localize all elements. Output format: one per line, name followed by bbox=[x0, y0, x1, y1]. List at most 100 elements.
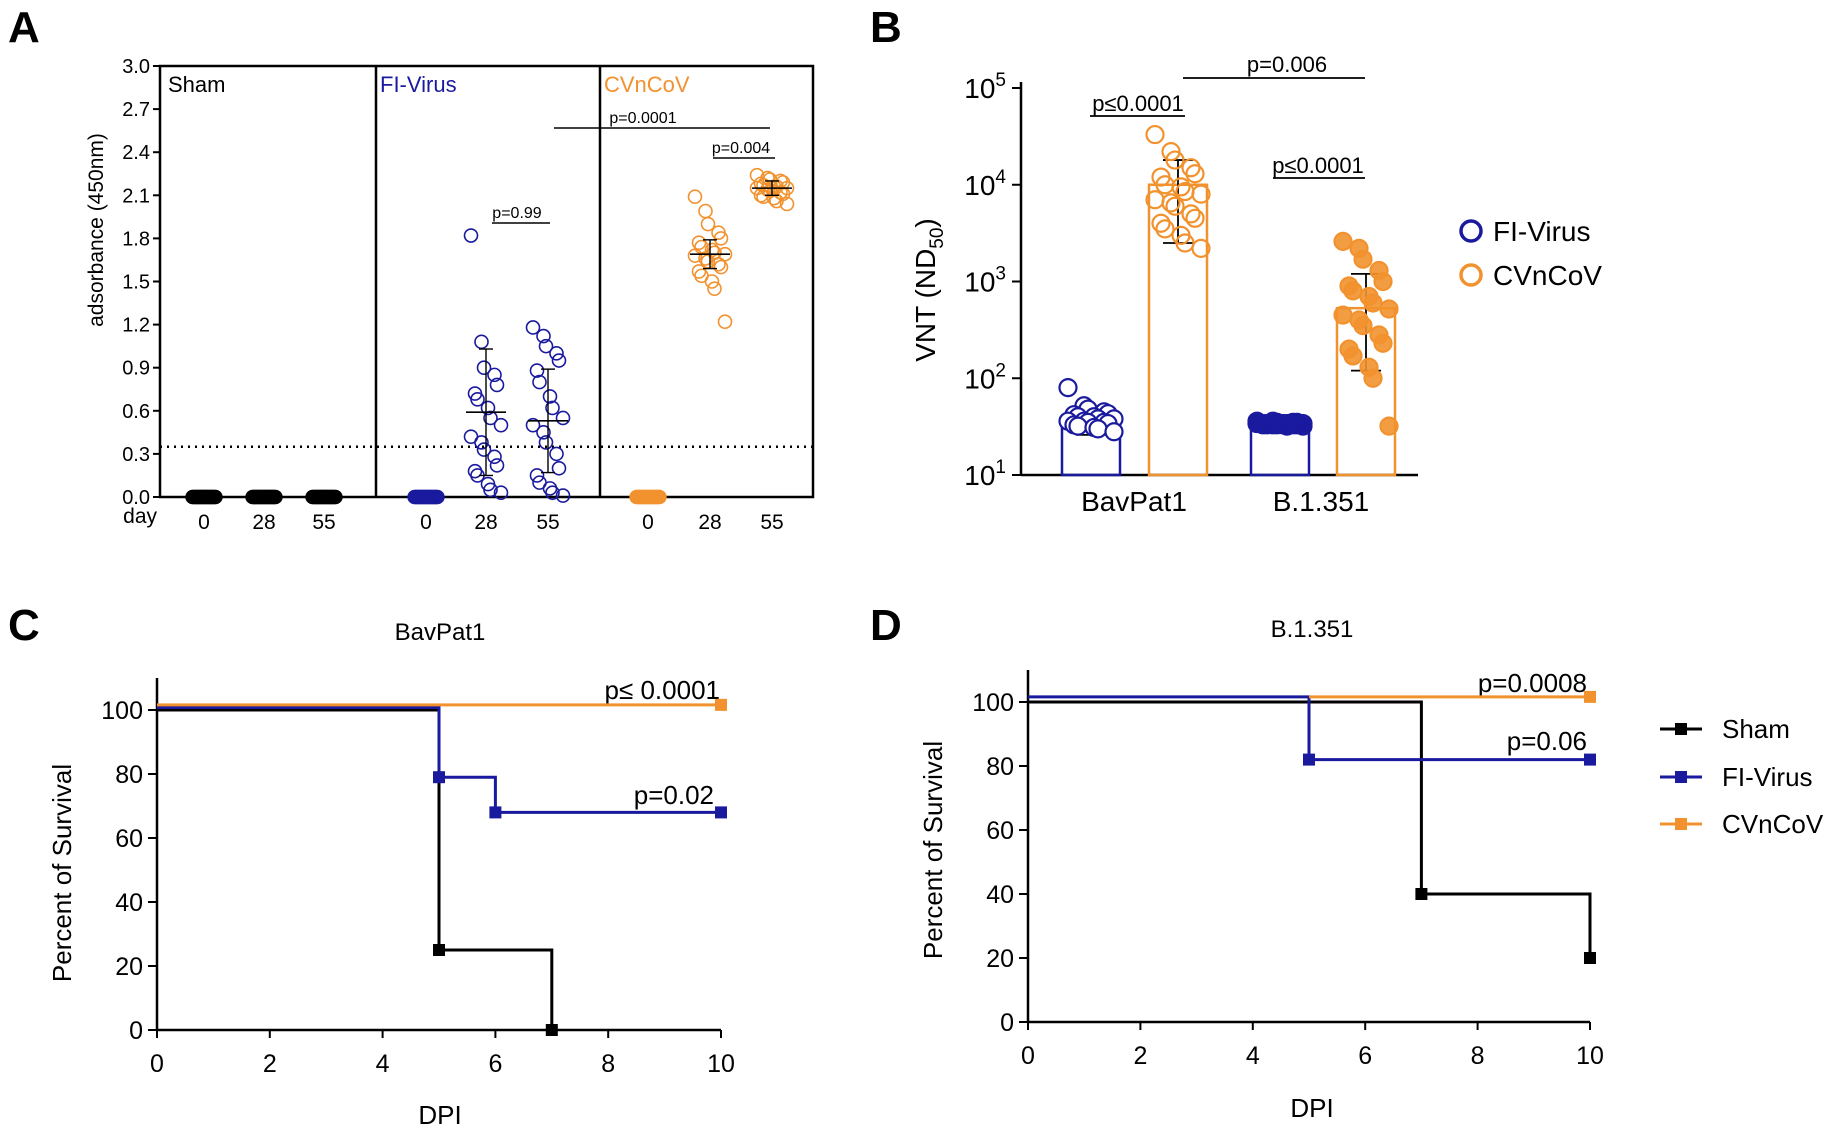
panel-b-data-point bbox=[1104, 422, 1124, 442]
panel-b-data-point bbox=[1058, 378, 1078, 398]
panel-a-data-point bbox=[489, 458, 505, 473]
panel-b-data-point bbox=[1088, 419, 1108, 439]
panel-b-data-point bbox=[1155, 219, 1175, 239]
panel-d-pvalue-cv: p=0.0008 bbox=[1478, 668, 1587, 698]
panel-a-data-point bbox=[545, 400, 560, 416]
panel-b-data-point bbox=[1068, 416, 1088, 436]
panel-b-data-point bbox=[1185, 164, 1205, 184]
panel-b-ylabel: VNT (ND50) bbox=[910, 218, 948, 362]
panel-a-data-point bbox=[698, 203, 713, 219]
panel-a-data-point bbox=[704, 274, 720, 289]
panel-a-ytick-label: 2.1 bbox=[122, 185, 150, 207]
panel-d-series-marker bbox=[1303, 753, 1315, 766]
panel-b-ytick-label: 104 bbox=[964, 167, 1006, 201]
panel-a-day-tick-label: 28 bbox=[698, 511, 721, 534]
panel-a-data-point bbox=[493, 485, 509, 500]
panel-a: adsorbance (450nm) day Sham FI-Virus CVn… bbox=[85, 56, 815, 534]
panel-letter-b: B bbox=[870, 3, 902, 52]
panel-a-data-point bbox=[551, 460, 567, 476]
panel-a-data-point bbox=[476, 360, 492, 376]
panel-c-xtick-label: 6 bbox=[488, 1050, 502, 1078]
panel-a-data-point bbox=[687, 189, 703, 205]
panel-b-data-point bbox=[1353, 249, 1373, 269]
panel-b-pvalue-b1351: p≤0.0001 bbox=[1272, 153, 1364, 178]
panel-a-ytick-label: 0.0 bbox=[122, 487, 150, 509]
panel-b-category-bavpat1: BavPat1 bbox=[1081, 486, 1187, 517]
panel-c-pvalue-cv: p≤ 0.0001 bbox=[605, 675, 720, 705]
panel-d-title: B.1.351 bbox=[1271, 616, 1354, 643]
panel-b-pvalue-bav: p≤0.0001 bbox=[1092, 91, 1184, 116]
panel-a-data-point bbox=[480, 400, 496, 416]
panel-b-data-point bbox=[1333, 231, 1353, 251]
panel-letter-c: C bbox=[8, 601, 40, 650]
panel-d-series-marker bbox=[1415, 888, 1428, 900]
panel-c-title: BavPat1 bbox=[395, 619, 486, 646]
panel-a-pvalue-099: p=0.99 bbox=[492, 205, 541, 222]
panel-b-data-point bbox=[1343, 281, 1363, 301]
panel-a-data-point bbox=[700, 216, 716, 232]
panel-d-legend-marker-cv bbox=[1675, 818, 1687, 830]
panel-letter-d: D bbox=[870, 601, 902, 650]
panel-a-data-point bbox=[525, 417, 541, 433]
panel-a-data-point bbox=[542, 389, 558, 404]
panel-d-legend-label-fi: FI-Virus bbox=[1722, 762, 1813, 792]
panel-a-data-point bbox=[549, 346, 564, 361]
panel-b-data-point bbox=[1343, 346, 1363, 366]
panel-a-data-point bbox=[529, 468, 545, 483]
panel-d-legend-marker-fi bbox=[1675, 771, 1687, 783]
panel-b-data-point bbox=[1363, 368, 1383, 388]
panel-b-data-point bbox=[1257, 415, 1277, 435]
panel-c-ytick-label: 100 bbox=[101, 697, 143, 725]
panel-a-data-point bbox=[470, 392, 485, 407]
panel-b-data-point bbox=[1145, 124, 1165, 145]
panel-a-data-point bbox=[698, 251, 713, 266]
panel-c-series-marker bbox=[545, 1024, 558, 1036]
panel-a-data-point bbox=[713, 231, 729, 246]
panel-a-data-point bbox=[268, 489, 283, 505]
panel-d-xtick-label: 0 bbox=[1021, 1042, 1035, 1070]
panel-a-group-label-cv: CVnCoV bbox=[604, 72, 690, 97]
panel-a-day-tick-label: 0 bbox=[642, 511, 654, 534]
panel-a-day-tick-label: 28 bbox=[252, 511, 275, 534]
panel-b-data-point bbox=[1373, 271, 1393, 292]
panel-d-xtick-label: 2 bbox=[1133, 1042, 1147, 1070]
panel-a-data-point bbox=[474, 334, 489, 350]
panel-c-xlabel: DPI bbox=[418, 1100, 461, 1130]
panel-a-data-point bbox=[769, 193, 784, 209]
panel-b-ytick-label: 105 bbox=[964, 70, 1006, 104]
panel-a-ytick-label: 0.9 bbox=[122, 358, 150, 380]
panel-b-data-point bbox=[1333, 305, 1353, 325]
panel-a-data-point bbox=[652, 489, 667, 505]
panel-d-series-marker bbox=[1584, 952, 1596, 964]
panel-b-data-point bbox=[1277, 416, 1297, 436]
panel-b-data-point bbox=[1181, 158, 1201, 178]
panel-b-legend-label-cv: CVnCoV bbox=[1493, 260, 1602, 291]
panel-a-ylabel: adsorbance (450nm) bbox=[85, 133, 108, 327]
panel-a-data-point bbox=[756, 189, 771, 205]
panel-b-data-point bbox=[1165, 196, 1185, 216]
panel-a-data-point bbox=[717, 314, 733, 330]
panel-b-data-point bbox=[1373, 333, 1393, 353]
panel-b-data-point bbox=[1151, 213, 1171, 233]
panel-a-data-point bbox=[208, 489, 223, 505]
panel-c-ytick-label: 60 bbox=[115, 825, 143, 853]
panel-d-ytick-label: 80 bbox=[986, 753, 1014, 781]
panel-d-series-marker bbox=[1584, 690, 1596, 703]
panel-b-data-point bbox=[1293, 416, 1313, 436]
panel-a-data-point bbox=[328, 489, 343, 505]
panel-c-xtick-label: 10 bbox=[707, 1050, 735, 1078]
panel-a-data-point bbox=[430, 489, 445, 505]
panel-c-ytick-label: 20 bbox=[115, 953, 143, 981]
panel-d-ytick-label: 40 bbox=[986, 881, 1014, 909]
panel-c-pvalue-fi: p=0.02 bbox=[634, 780, 714, 810]
panel-c-series-marker bbox=[433, 771, 445, 784]
panel-a-data-point bbox=[687, 248, 703, 263]
panel-a-data-point bbox=[555, 410, 571, 426]
panel-a-data-point bbox=[474, 435, 489, 450]
panel-c-ytick-label: 80 bbox=[115, 761, 143, 789]
panel-c-xtick-label: 8 bbox=[601, 1050, 615, 1078]
panel-d-legend-marker-sham bbox=[1675, 723, 1687, 735]
panel-b-data-point bbox=[1165, 150, 1185, 170]
panel-c-series-marker bbox=[715, 806, 727, 819]
